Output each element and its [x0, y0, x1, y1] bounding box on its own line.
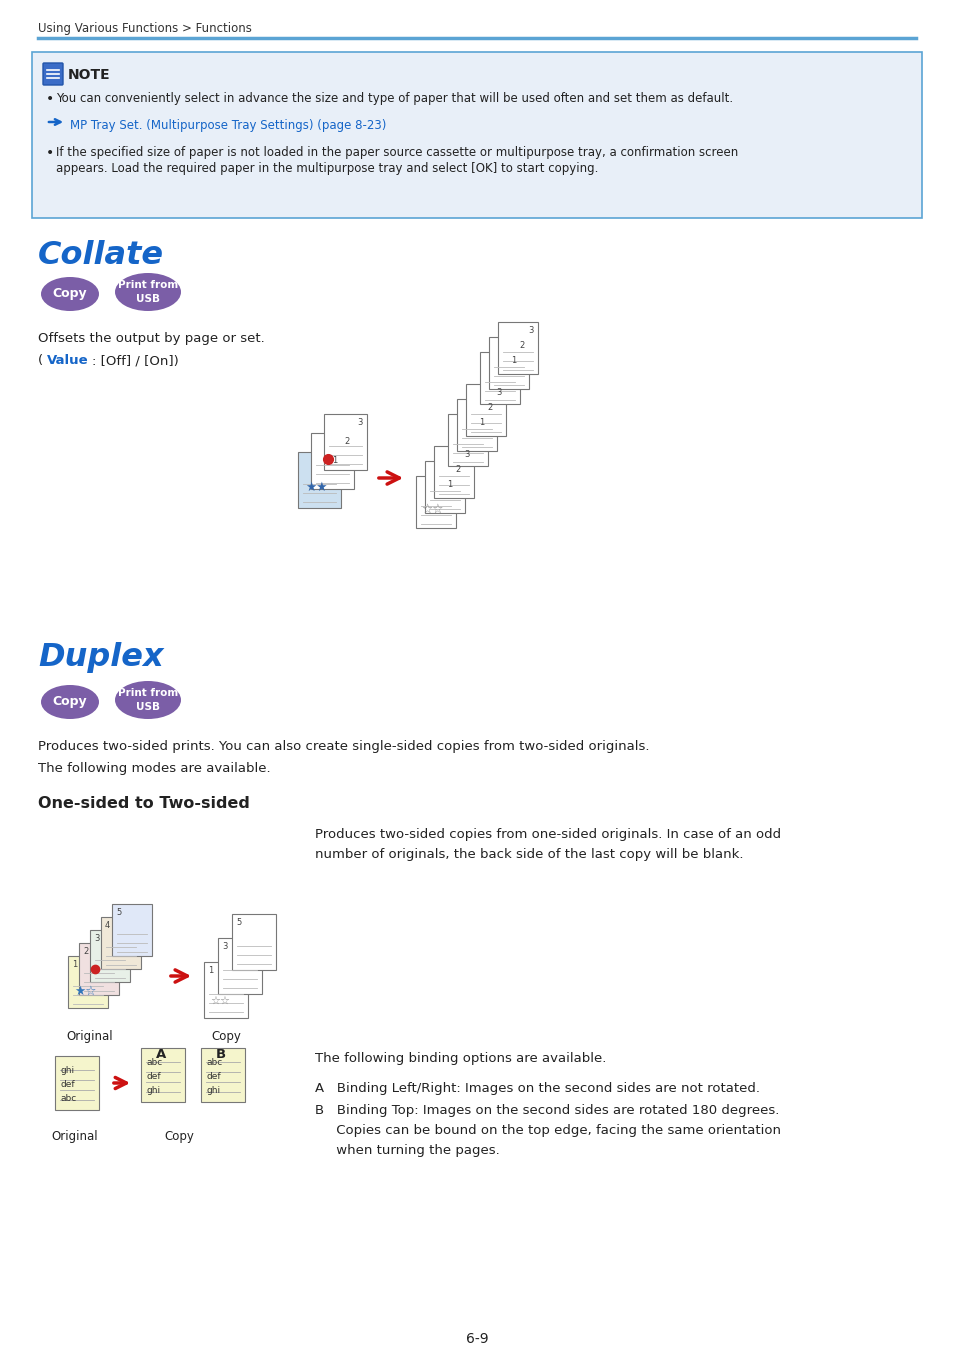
Text: ghi: ghi — [147, 1085, 161, 1095]
FancyBboxPatch shape — [311, 433, 354, 489]
Ellipse shape — [115, 273, 181, 311]
Text: ☆☆: ☆☆ — [420, 504, 443, 516]
FancyBboxPatch shape — [141, 1048, 185, 1102]
Text: 5: 5 — [116, 909, 121, 917]
FancyBboxPatch shape — [497, 323, 537, 374]
Text: 6-9: 6-9 — [465, 1332, 488, 1346]
Text: 1: 1 — [332, 456, 336, 464]
Text: Copy: Copy — [164, 1130, 193, 1143]
FancyBboxPatch shape — [218, 938, 262, 994]
Text: ☆☆: ☆☆ — [210, 996, 230, 1006]
Text: 2: 2 — [344, 437, 350, 446]
Text: def: def — [147, 1072, 161, 1081]
Text: NOTE: NOTE — [68, 68, 111, 82]
FancyBboxPatch shape — [416, 477, 456, 528]
Text: abc: abc — [147, 1058, 163, 1066]
FancyBboxPatch shape — [43, 63, 63, 85]
Text: 2: 2 — [456, 464, 460, 474]
Text: Using Various Functions > Functions: Using Various Functions > Functions — [38, 22, 252, 35]
FancyBboxPatch shape — [456, 400, 497, 451]
Text: The following binding options are available.: The following binding options are availa… — [314, 1052, 606, 1065]
FancyBboxPatch shape — [90, 930, 130, 981]
Text: 2: 2 — [519, 342, 524, 350]
FancyBboxPatch shape — [32, 53, 921, 217]
Text: Print from
USB: Print from USB — [118, 688, 178, 711]
Text: 3: 3 — [464, 450, 470, 459]
FancyBboxPatch shape — [204, 963, 248, 1018]
Text: B   Binding Top: Images on the second sides are rotated 180 degrees.: B Binding Top: Images on the second side… — [314, 1104, 779, 1116]
Text: If the specified size of paper is not loaded in the paper source cassette or mul: If the specified size of paper is not lo… — [56, 146, 738, 159]
FancyBboxPatch shape — [424, 460, 464, 513]
FancyBboxPatch shape — [489, 338, 529, 389]
Ellipse shape — [115, 680, 181, 720]
Text: when turning the pages.: when turning the pages. — [314, 1143, 499, 1157]
FancyBboxPatch shape — [101, 917, 141, 969]
Text: 1: 1 — [446, 481, 452, 489]
Text: Print from
USB: Print from USB — [118, 281, 178, 304]
Text: 3: 3 — [528, 325, 534, 335]
Text: 1: 1 — [208, 967, 213, 975]
FancyBboxPatch shape — [465, 383, 505, 436]
Text: ghi: ghi — [207, 1085, 221, 1095]
Text: Original: Original — [51, 1130, 98, 1143]
Text: B: B — [215, 1048, 226, 1061]
Text: 5: 5 — [235, 918, 241, 927]
Text: ★☆: ★☆ — [74, 986, 96, 998]
Text: Copies can be bound on the top edge, facing the same orientation: Copies can be bound on the top edge, fac… — [314, 1125, 781, 1137]
Text: One-sided to Two-sided: One-sided to Two-sided — [38, 796, 250, 811]
Text: MP Tray Set. (Multipurpose Tray Settings) (page 8-23): MP Tray Set. (Multipurpose Tray Settings… — [70, 119, 386, 132]
FancyBboxPatch shape — [448, 414, 488, 466]
Text: A   Binding Left/Right: Images on the second sides are not rotated.: A Binding Left/Right: Images on the seco… — [314, 1081, 760, 1095]
Text: 1: 1 — [71, 960, 77, 969]
Text: Produces two-sided prints. You can also create single-sided copies from two-side: Produces two-sided prints. You can also … — [38, 740, 649, 753]
Text: (: ( — [38, 354, 43, 367]
Text: •: • — [46, 146, 54, 161]
FancyBboxPatch shape — [232, 914, 275, 971]
Text: 3: 3 — [357, 418, 363, 427]
FancyBboxPatch shape — [297, 452, 340, 508]
Text: appears. Load the required paper in the multipurpose tray and select [OK] to sta: appears. Load the required paper in the … — [56, 162, 598, 176]
Text: •: • — [46, 92, 54, 107]
Text: Original: Original — [67, 1030, 113, 1044]
FancyBboxPatch shape — [112, 904, 152, 956]
Ellipse shape — [41, 684, 99, 720]
Text: abc: abc — [61, 1094, 77, 1103]
Text: Copy: Copy — [52, 695, 88, 709]
Text: Produces two-sided copies from one-sided originals. In case of an odd: Produces two-sided copies from one-sided… — [314, 828, 781, 841]
Text: : [Off] / [On]): : [Off] / [On]) — [91, 354, 178, 367]
Ellipse shape — [41, 277, 99, 310]
Text: 4: 4 — [105, 921, 111, 930]
Text: Offsets the output by page or set.: Offsets the output by page or set. — [38, 332, 265, 346]
FancyBboxPatch shape — [479, 352, 519, 404]
Text: ★★: ★★ — [305, 481, 327, 494]
Text: def: def — [61, 1080, 75, 1089]
FancyBboxPatch shape — [324, 414, 367, 470]
Text: 1: 1 — [510, 356, 516, 365]
Text: You can conveniently select in advance the size and type of paper that will be u: You can conveniently select in advance t… — [56, 92, 732, 105]
Text: Value: Value — [47, 354, 89, 367]
Text: 2: 2 — [83, 946, 89, 956]
Text: abc: abc — [207, 1058, 223, 1066]
Text: Duplex: Duplex — [38, 643, 164, 674]
FancyBboxPatch shape — [434, 446, 474, 498]
Text: Copy: Copy — [211, 1030, 241, 1044]
FancyBboxPatch shape — [79, 944, 119, 995]
Text: Collate: Collate — [38, 240, 164, 271]
Text: 1: 1 — [478, 418, 483, 427]
Text: 3: 3 — [497, 387, 501, 397]
FancyBboxPatch shape — [55, 1056, 99, 1110]
Text: The following modes are available.: The following modes are available. — [38, 761, 271, 775]
Text: A: A — [155, 1048, 166, 1061]
Text: 2: 2 — [487, 404, 493, 412]
Text: 3: 3 — [222, 942, 227, 950]
Text: number of originals, the back side of the last copy will be blank.: number of originals, the back side of th… — [314, 848, 742, 861]
Text: 3: 3 — [94, 934, 99, 944]
Text: ghi: ghi — [61, 1066, 75, 1075]
FancyBboxPatch shape — [68, 956, 108, 1008]
FancyBboxPatch shape — [201, 1048, 245, 1102]
Text: Copy: Copy — [52, 288, 88, 301]
Text: def: def — [207, 1072, 221, 1081]
